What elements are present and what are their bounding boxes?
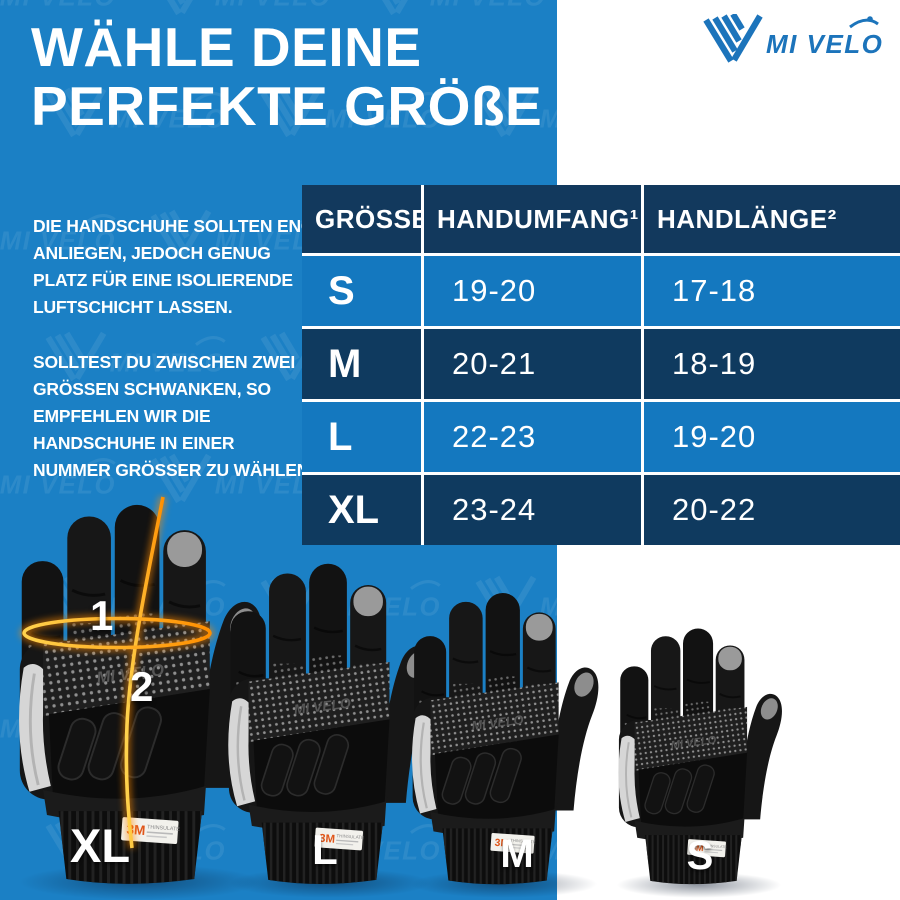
- fit-advice-paragraph-2: SOLLTEST DU ZWISCHEN ZWEI GRÖSSEN SCHWAN…: [33, 352, 310, 480]
- table-cell-laenge-l: 19-20: [644, 402, 900, 472]
- fit-advice-paragraph-1: DIE HANDSCHUHE SOLLTEN ENG ANLIEGEN, JED…: [33, 216, 315, 317]
- table-cell-size-xl: XL: [302, 475, 421, 545]
- table-header-handumfang: HANDUMFANG¹: [424, 185, 641, 253]
- page-title: WÄHLE DEINE PERFEKTE GRÖßE: [31, 18, 542, 136]
- table-header-groesse: GRÖSSE: [302, 185, 429, 253]
- headline-line-2: PERFEKTE GRÖßE: [31, 75, 543, 137]
- headline-line-1: WÄHLE DEINE: [31, 16, 422, 78]
- glove-size-label-xl: XL: [69, 819, 131, 872]
- table-cell-laenge-s: 17-18: [644, 256, 900, 326]
- measure-marker-1: 1: [90, 592, 114, 639]
- table-cell-umfang-s: 19-20: [424, 256, 641, 326]
- svg-text:MI VELO: MI VELO: [430, 0, 546, 11]
- table-cell-laenge-m: 18-19: [644, 329, 900, 399]
- svg-text:MI VELO: MI VELO: [215, 0, 331, 11]
- size-table: GRÖSSE HANDUMFANG¹ HANDLÄNGE² S 19-20 17…: [302, 185, 900, 545]
- glove-size-label-m: M: [500, 832, 534, 876]
- table-cell-size-s: S: [302, 256, 421, 326]
- mi-velo-logo: MI VELO: [698, 12, 888, 73]
- table-cell-umfang-m: 20-21: [424, 329, 641, 399]
- table-cell-size-m: M: [302, 329, 421, 399]
- table-cell-size-l: L: [302, 402, 421, 472]
- svg-text:MI VELO: MI VELO: [540, 105, 557, 133]
- logo-v-mark: [703, 12, 763, 63]
- table-cell-umfang-xl: 23-24: [424, 475, 641, 545]
- table-cell-laenge-xl: 20-22: [644, 475, 900, 545]
- fit-advice-text: DIE HANDSCHUHE SOLLTEN ENG ANLIEGEN, JED…: [33, 213, 318, 512]
- table-header-handlaenge: HANDLÄNGE²: [644, 185, 900, 253]
- table-cell-umfang-l: 22-23: [424, 402, 641, 472]
- logo-wordmark: MI VELO: [766, 29, 883, 59]
- logo-cyclist-icon: [849, 16, 879, 29]
- measure-marker-2: 2: [130, 663, 154, 710]
- glove-size-label-s: S: [686, 834, 714, 878]
- svg-text:MI VELO: MI VELO: [0, 0, 116, 11]
- glove-size-label-l: L: [312, 826, 338, 873]
